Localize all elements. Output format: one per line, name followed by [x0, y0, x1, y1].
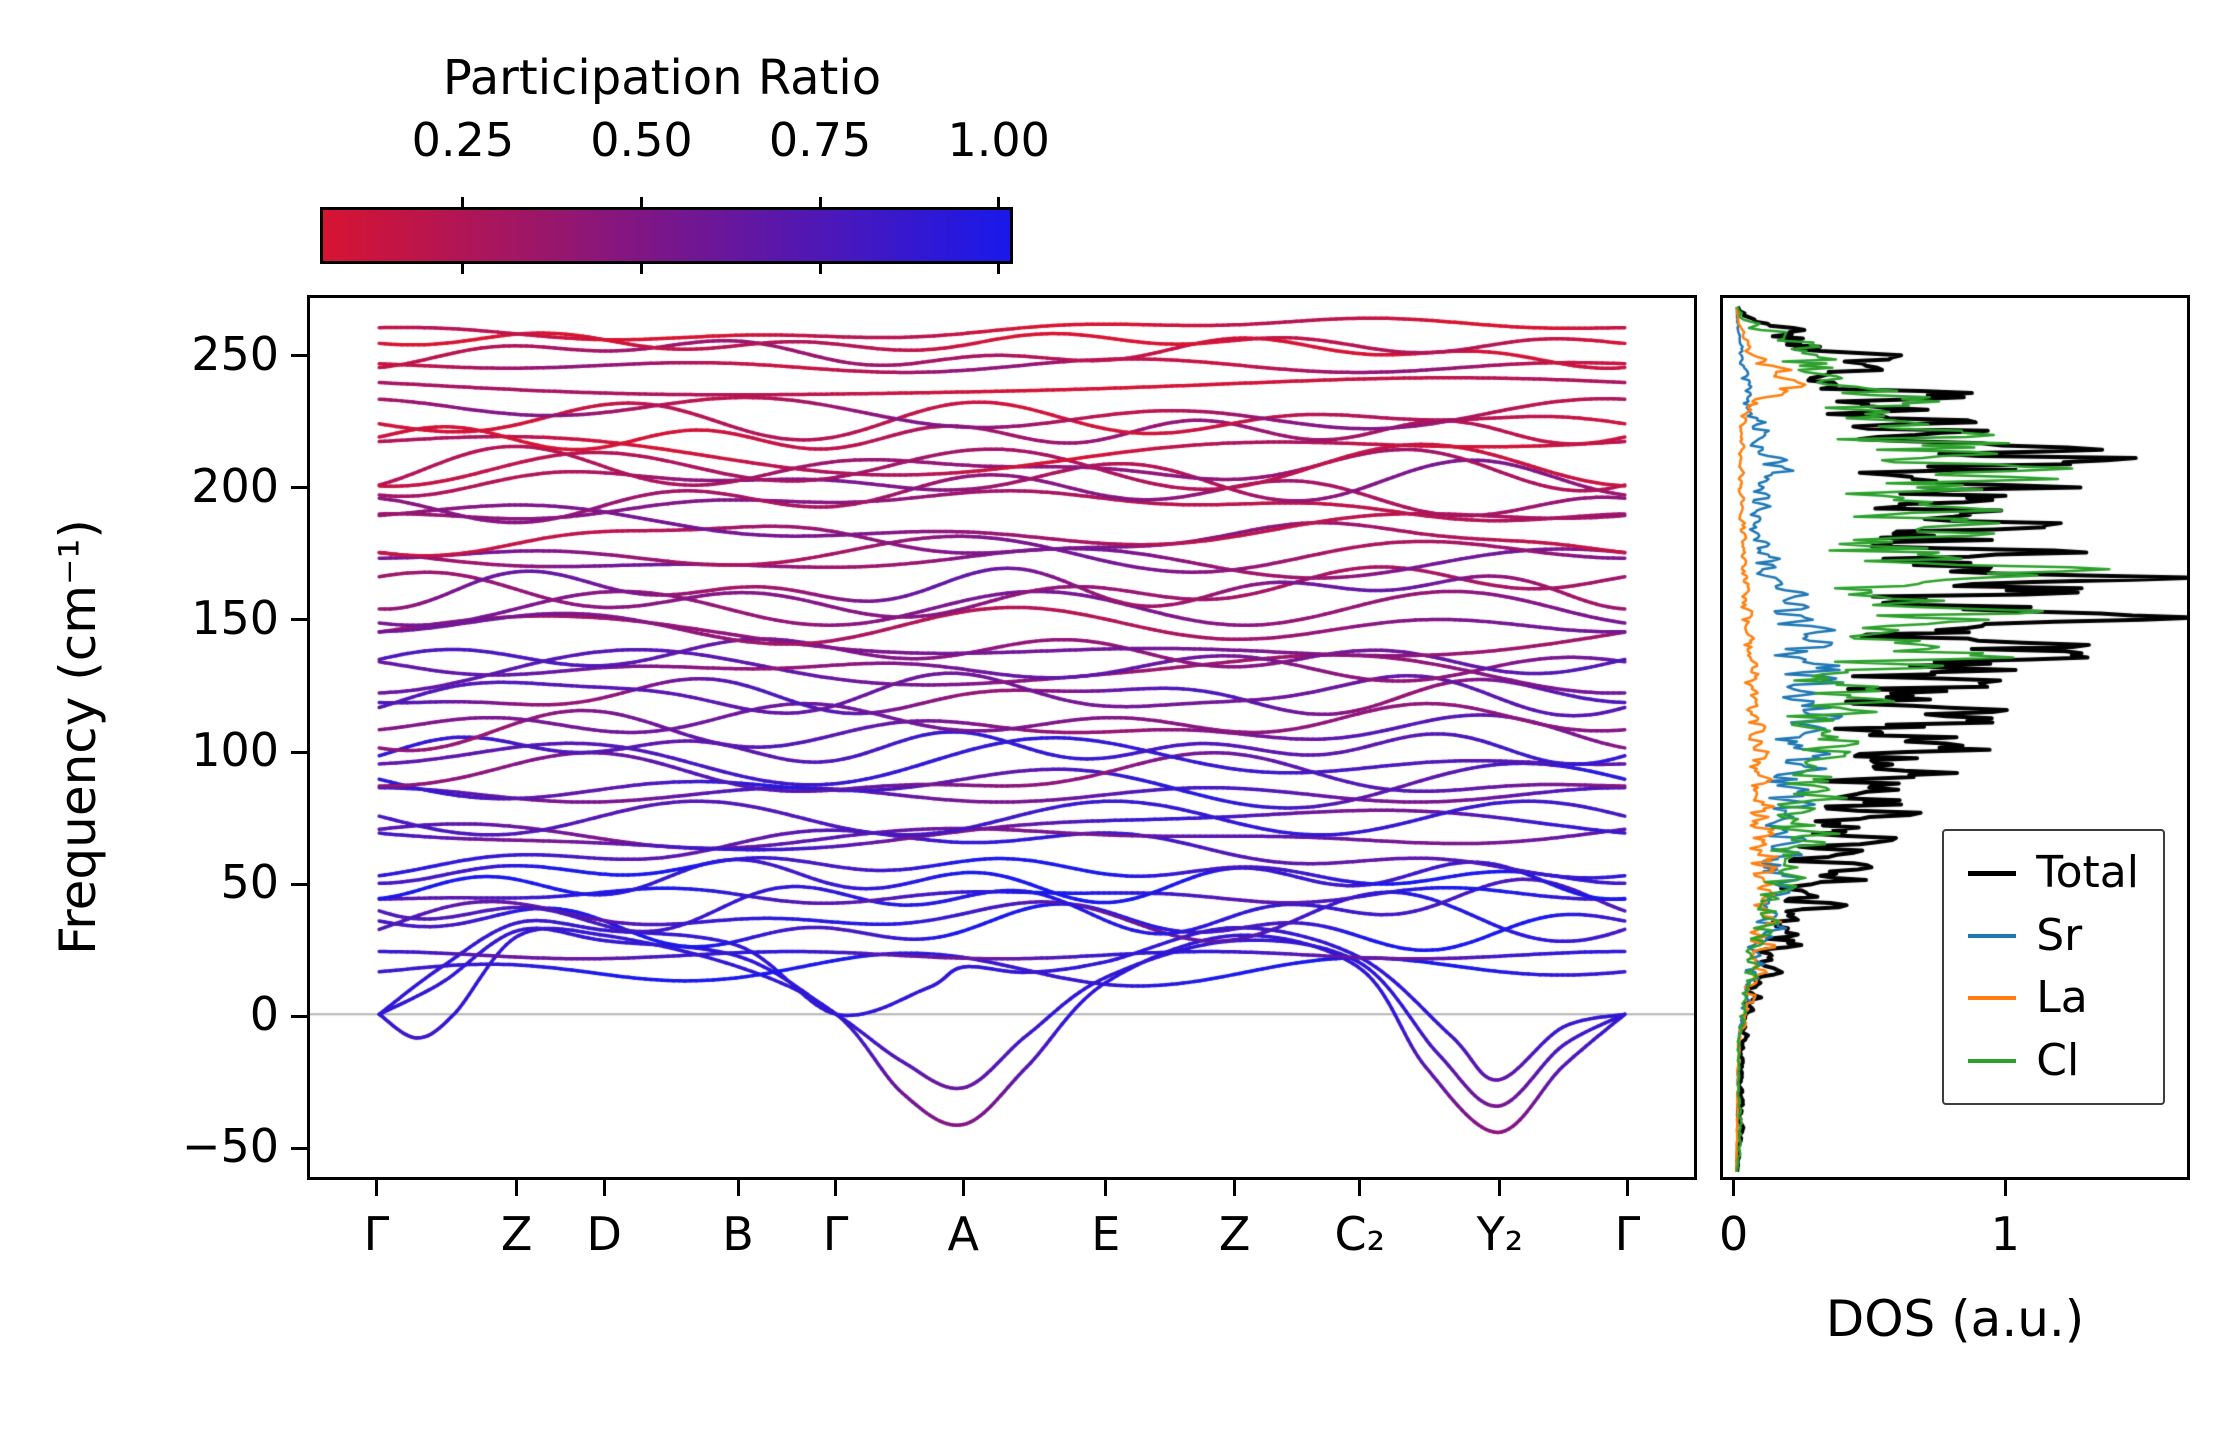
colorbar-tick-label: 0.75 — [768, 113, 872, 167]
y-tick-label: 0 — [249, 987, 279, 1042]
legend-line-sample — [1968, 996, 2017, 1001]
y-tick-label: 250 — [191, 326, 279, 381]
x-tick-mark — [602, 1180, 606, 1196]
participation-ratio-colorbar — [320, 207, 1013, 264]
k-point-label: E — [1091, 1207, 1121, 1261]
dos-tick-mark — [1732, 1180, 1736, 1196]
x-tick-mark — [1498, 1180, 1502, 1196]
band-structure-panel — [307, 295, 1697, 1180]
legend-line-sample — [1968, 871, 2017, 877]
k-point-label: Γ — [363, 1207, 390, 1261]
x-tick-mark — [375, 1180, 378, 1196]
x-tick-mark — [515, 1180, 519, 1196]
k-point-label: C₂ — [1334, 1207, 1386, 1261]
x-tick-mark — [834, 1180, 838, 1196]
k-point-label: Z — [1218, 1207, 1251, 1261]
y-tick-label: 200 — [191, 458, 279, 513]
band-structure-plot — [310, 298, 1694, 1177]
colorbar-tick-mark — [461, 264, 465, 274]
colorbar-tick-label: 0.25 — [411, 113, 515, 167]
k-point-label: B — [722, 1207, 754, 1261]
legend-entry-cl: Cl — [1968, 1034, 2139, 1086]
y-tick-mark — [291, 1014, 307, 1018]
k-point-label: Γ — [822, 1207, 849, 1261]
y-axis-label: Frequency (cm⁻¹) — [49, 519, 107, 955]
y-tick-label: 50 — [220, 855, 279, 910]
colorbar-tick-mark — [461, 197, 465, 207]
legend-label: Sr — [2036, 909, 2083, 961]
legend-label: Cl — [2036, 1034, 2080, 1086]
y-tick-label: 100 — [191, 723, 279, 778]
y-tick-mark — [291, 486, 307, 490]
legend-entry-la: La — [1968, 972, 2139, 1024]
legend-label: La — [2036, 972, 2088, 1024]
dos-tick-label: 0 — [1718, 1207, 1749, 1261]
dos-legend: Total Sr La Cl — [1942, 829, 2165, 1105]
dos-tick-mark — [2003, 1180, 2007, 1196]
colorbar-title: Participation Ratio — [442, 50, 882, 106]
y-tick-mark — [291, 750, 307, 754]
dos-panel: Total Sr La Cl — [1720, 295, 2190, 1180]
colorbar-tick-label: 0.50 — [590, 113, 693, 167]
colorbar-tick-mark — [639, 264, 643, 274]
dos-x-axis-label: DOS (a.u.) — [1825, 1290, 2085, 1348]
legend-entry-sr: Sr — [1968, 909, 2139, 961]
k-point-label: Z — [500, 1207, 533, 1261]
y-tick-label: 150 — [191, 590, 279, 645]
legend-line-sample — [1968, 1058, 2017, 1063]
x-tick-mark — [1233, 1180, 1237, 1196]
k-point-label: Y₂ — [1476, 1207, 1524, 1261]
k-point-label: D — [586, 1207, 622, 1261]
x-tick-mark — [1358, 1180, 1362, 1196]
colorbar-tick-mark — [639, 197, 643, 207]
colorbar-tick-mark — [818, 264, 822, 274]
x-tick-mark — [736, 1180, 740, 1196]
colorbar-tick-label: 1.00 — [947, 113, 1050, 167]
legend-line-sample — [1968, 934, 2017, 939]
k-point-label: A — [947, 1207, 979, 1261]
x-tick-mark — [1104, 1180, 1108, 1196]
legend-entry-total: Total — [1968, 849, 2139, 897]
x-tick-mark — [961, 1180, 965, 1196]
colorbar-tick-mark — [818, 197, 822, 207]
y-tick-mark — [291, 1146, 307, 1150]
dos-tick-label: 1 — [1990, 1207, 2020, 1261]
y-tick-mark — [291, 354, 307, 358]
legend-label: Total — [2036, 847, 2139, 899]
colorbar-tick-mark — [997, 264, 1001, 274]
k-point-label: Γ — [1614, 1207, 1641, 1261]
y-tick-mark — [291, 882, 307, 886]
colorbar-tick-mark — [997, 197, 1001, 207]
x-tick-mark — [1626, 1180, 1629, 1196]
y-tick-label: −50 — [181, 1119, 279, 1174]
y-tick-mark — [291, 618, 307, 622]
